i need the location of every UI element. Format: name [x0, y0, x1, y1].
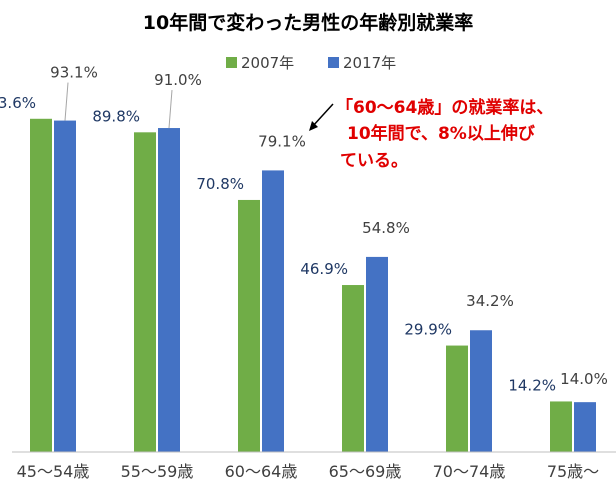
category-label-4: 70～74歳 [433, 462, 506, 481]
category-label-2: 60～64歳 [225, 462, 298, 481]
bar-2007-2 [238, 199, 260, 452]
bar-2017-3 [366, 256, 388, 452]
annotation-arrow-head [309, 121, 318, 131]
leader-line-2017-0 [64, 82, 69, 121]
category-label-5: 75歳～ [547, 462, 599, 481]
data-label-2007-4: 29.9% [404, 321, 452, 339]
leader-lines [64, 82, 173, 129]
bar-2017-5 [574, 402, 596, 452]
data-label-2017-0: 93.1% [50, 64, 98, 82]
data-label-2017-4: 34.2% [466, 292, 514, 310]
data-labels: 93.6% 93.1% 89.8% 91.0% 70.8% 79.1% 46.9% 54.8%… [0, 64, 608, 395]
bar-2017-0 [54, 120, 76, 453]
category-label-3: 65～69歳 [329, 462, 402, 481]
leader-line-2017-1 [168, 90, 173, 129]
legend-label-2007: 2007年 [241, 54, 294, 72]
data-label-2007-3: 46.9% [300, 260, 348, 278]
bar-2007-1 [134, 132, 156, 452]
legend-swatch-2007 [226, 57, 237, 68]
bars-group [30, 118, 596, 453]
chart-title: 10年間で変わった男性の年齢別就業率 [143, 11, 473, 34]
bar-2017-4 [470, 330, 492, 452]
annotation-line-1: 「60～64歳」の就業率は、 [336, 97, 553, 118]
legend-swatch-2017 [328, 57, 339, 68]
data-label-2007-2: 70.8% [196, 175, 244, 193]
bar-2017-2 [262, 170, 284, 453]
annotation-arrow-line [311, 103, 334, 128]
data-label-2017-3: 54.8% [362, 219, 410, 237]
data-label-2017-2: 79.1% [258, 132, 306, 150]
data-label-2007-0: 93.6% [0, 94, 36, 112]
bar-2007-3 [342, 285, 364, 452]
bar-2007-0 [30, 118, 52, 452]
legend-label-2017: 2017年 [343, 54, 396, 72]
bar-2007-4 [446, 345, 468, 452]
data-label-2007-1: 89.8% [92, 107, 140, 125]
annotation-line-2: 10年間で、8%以上伸び [347, 123, 535, 144]
annotation: 「60～64歳」の就業率は、 10年間で、8%以上伸び ている。 [309, 97, 553, 171]
category-label-1: 55～59歳 [121, 462, 194, 481]
legend: 2007年 2017年 [226, 54, 396, 72]
category-labels: 45～54歳 55～59歳 60～64歳 65～69歳 70～74歳 75歳～ [17, 462, 600, 481]
annotation-line-3: ている。 [340, 151, 408, 171]
bar-2007-5 [550, 401, 572, 452]
data-label-2017-5: 14.0% [560, 370, 608, 388]
bar-2017-1 [158, 128, 180, 453]
data-label-2007-5: 14.2% [508, 376, 556, 394]
data-label-2017-1: 91.0% [154, 71, 202, 89]
category-label-0: 45～54歳 [17, 462, 90, 481]
